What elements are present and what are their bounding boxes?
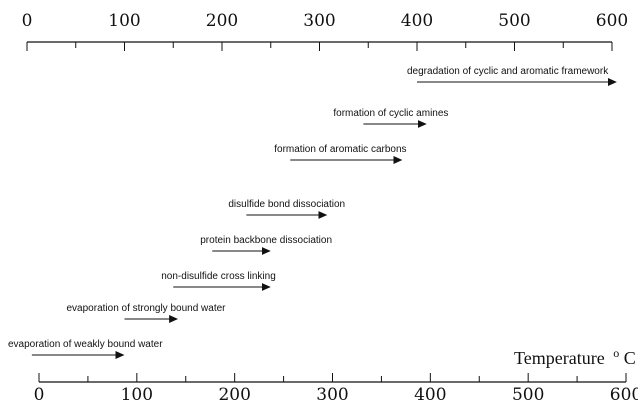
axis-title: Temperature o C bbox=[514, 341, 636, 368]
bottom-temperature-axis: 0 100 200 300 400 500 600 bbox=[34, 373, 638, 404]
axis-title-text: Temperature bbox=[514, 348, 605, 368]
process-arrows: degradation of cyclic and aromatic frame… bbox=[8, 66, 617, 359]
bottom-axis-tick-label: 100 bbox=[121, 385, 153, 404]
top-axis-tick-label: 200 bbox=[206, 11, 238, 31]
bottom-axis-tick-label: 300 bbox=[316, 385, 348, 404]
top-axis-tick-label: 500 bbox=[498, 11, 530, 31]
axis-unit-superscript: o bbox=[613, 346, 619, 360]
process-label: degradation of cyclic and aromatic frame… bbox=[407, 66, 609, 77]
process-label: formation of cyclic amines bbox=[333, 108, 448, 119]
process-label: evaporation of strongly bound water bbox=[67, 303, 227, 314]
bottom-axis-tick-label: 0 bbox=[34, 385, 45, 404]
process-label: non-disulfide cross linking bbox=[161, 271, 276, 282]
process-label: formation of aromatic carbons bbox=[274, 144, 406, 155]
process-label: protein backbone dissociation bbox=[200, 235, 332, 246]
bottom-axis-tick-label: 500 bbox=[512, 385, 544, 404]
bottom-axis-tick-label: 600 bbox=[610, 385, 638, 404]
bottom-axis-tick-label: 200 bbox=[218, 385, 250, 404]
top-axis-tick-label: 400 bbox=[401, 11, 433, 31]
process-label: disulfide bond dissociation bbox=[228, 199, 345, 210]
top-axis-tick-label: 100 bbox=[108, 11, 140, 31]
bottom-axis-tick-label: 400 bbox=[414, 385, 446, 404]
top-temperature-axis: 0 100 200 300 400 500 600 bbox=[22, 11, 628, 51]
top-axis-tick-label: 0 bbox=[22, 11, 33, 31]
top-axis-tick-label: 300 bbox=[303, 11, 335, 31]
top-axis-tick-label: 600 bbox=[596, 11, 628, 31]
axis-unit: C bbox=[624, 348, 636, 368]
process-label: evaporation of weakly bound water bbox=[8, 339, 163, 350]
